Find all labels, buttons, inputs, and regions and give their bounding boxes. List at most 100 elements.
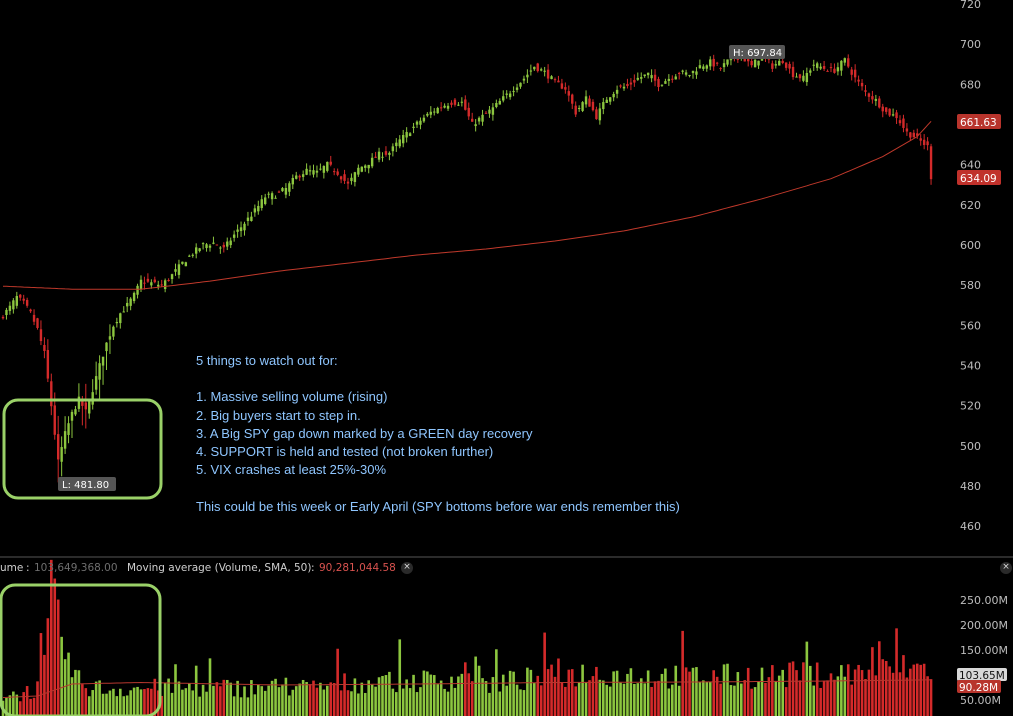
volume-bar: [194, 665, 198, 716]
volume-bar: [267, 685, 270, 716]
volume-bar: [360, 682, 364, 716]
volume-bar: [453, 687, 457, 716]
candle-body: [705, 65, 708, 69]
candle-body: [505, 93, 508, 95]
volume-bar: [5, 697, 8, 716]
volume-bar: [491, 677, 495, 716]
candle-body: [439, 107, 443, 109]
price-tick-label: 480: [960, 480, 981, 493]
candle-body: [502, 96, 505, 101]
candle-body: [112, 326, 115, 337]
candle-body: [350, 177, 353, 182]
volume-bar: [98, 680, 101, 716]
candle-body: [781, 60, 784, 63]
volume-bar: [771, 665, 774, 716]
candle-body: [108, 336, 112, 340]
volume-bar: [322, 689, 326, 716]
candle-body: [253, 208, 257, 213]
candle-body: [295, 175, 298, 179]
candle-body: [695, 71, 698, 75]
candle-body: [74, 409, 77, 415]
volume-bar: [53, 578, 57, 716]
candle-body: [364, 165, 367, 168]
candle-body: [395, 142, 398, 147]
price-tick-label: 720: [960, 0, 981, 11]
candle-body: [471, 118, 474, 122]
candle-body: [536, 63, 539, 72]
volume-bar: [74, 669, 77, 716]
candle-body: [712, 58, 715, 67]
moving-average-label[interactable]: Moving average (Volume, SMA, 50): [127, 562, 312, 574]
volume-bar: [477, 665, 481, 716]
volume-bar: [567, 669, 571, 716]
volume-pane-header: ume : 103,649,368.00 Moving average (Vol…: [0, 560, 1013, 578]
candle-body: [533, 66, 536, 70]
volume-bar: [539, 685, 543, 716]
candle-body: [346, 181, 350, 184]
volume-bar: [536, 675, 540, 716]
volume-bar: [43, 654, 46, 716]
volume-bar: [695, 667, 698, 716]
candle-body: [912, 132, 915, 138]
volume-bar: [615, 670, 619, 716]
volume-bar: [84, 688, 88, 716]
candle-body: [602, 102, 605, 110]
volume-bar: [246, 697, 250, 716]
candle-body: [126, 302, 129, 307]
volume-bar: [291, 689, 295, 716]
candle-body: [226, 241, 229, 247]
volume-bar: [805, 641, 809, 716]
sma-value-badge: 661.63: [957, 114, 1001, 129]
volume-bar: [277, 687, 281, 716]
volume-bar: [819, 687, 822, 716]
candle-body: [243, 223, 246, 231]
volume-bar: [798, 680, 802, 716]
candle-body: [481, 114, 484, 122]
candle-body: [329, 161, 332, 165]
volume-bar: [508, 670, 512, 716]
volume-bar: [891, 672, 895, 716]
volume-bar: [160, 695, 163, 716]
volume-bar: [119, 688, 122, 716]
moving-average-value: 90,281,044.58: [319, 562, 396, 574]
pane-close-icon[interactable]: ×: [1000, 562, 1012, 574]
volume-bar: [150, 688, 153, 716]
volume-bar: [746, 667, 750, 716]
candle-body: [195, 247, 198, 254]
candle-body: [336, 171, 339, 175]
volume-bar: [50, 559, 53, 716]
candle-body: [840, 60, 843, 71]
candle-body: [239, 227, 243, 232]
candle-body: [591, 101, 595, 111]
candle-body: [219, 247, 222, 249]
remove-indicator-close-icon[interactable]: ×: [401, 562, 413, 574]
volume-bar: [736, 672, 740, 716]
volume-bar: [784, 687, 788, 716]
volume-bar: [871, 647, 874, 716]
volume-bar: [412, 674, 415, 716]
candle-body: [508, 93, 512, 98]
volume-bar: [598, 679, 602, 716]
candle-body: [598, 108, 602, 121]
candle-body: [381, 156, 384, 158]
volume-bar: [760, 667, 764, 716]
candle-body: [853, 69, 857, 78]
volume-bar: [626, 673, 629, 716]
candle-body: [795, 76, 798, 78]
volume-bar: [829, 673, 833, 716]
candle-body: [609, 97, 612, 102]
candles-group: [1, 45, 933, 483]
volume-bar: [229, 682, 232, 716]
candle-body: [188, 255, 191, 257]
volume-bar: [39, 633, 43, 716]
volume-bar: [764, 682, 767, 716]
volume-bar: [253, 694, 257, 716]
volume-bar: [719, 683, 722, 716]
candle-body: [326, 161, 329, 171]
volume-bar: [405, 679, 408, 716]
candle-body: [719, 68, 722, 70]
volume-bar: [515, 684, 519, 716]
candle-body: [495, 103, 498, 107]
volume-bar: [546, 669, 550, 716]
